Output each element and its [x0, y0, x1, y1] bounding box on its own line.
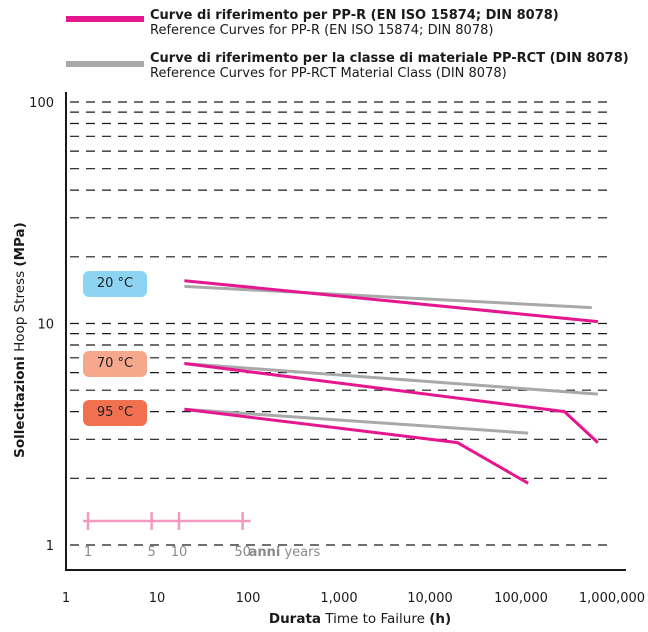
x-tick-labels: 1 10 100 1,000 10,000 100,000 1,000,000 — [62, 591, 645, 606]
temperature-badge-20: 20 °C — [83, 271, 147, 297]
gridlines — [70, 101, 612, 546]
x-tick-label: 100,000 — [494, 591, 548, 606]
x-axis-title-unit: (h) — [429, 611, 452, 627]
years-unit-label: anni years — [249, 545, 321, 560]
x-tick-label: 1 — [62, 591, 70, 606]
x-tick-label: 100 — [236, 591, 261, 606]
x-tick-label: 1,000 — [320, 591, 357, 606]
legend-swatch-pp-rct — [66, 61, 144, 67]
series-line-95-pp-rct — [184, 407, 529, 435]
series-lines — [184, 279, 599, 485]
series-line-95-pp-r — [184, 407, 529, 485]
years-unit-text: years — [280, 545, 320, 560]
years-tick-label: 5 — [147, 545, 155, 560]
y-axis-title-text: Hoop Stress — [12, 266, 28, 357]
y-tick-label: 10 — [37, 318, 54, 333]
x-tick-label: 1,000,000 — [579, 591, 645, 606]
temperature-badge-95: 95 °C — [83, 400, 147, 426]
temperature-badge-70: 70 °C — [83, 351, 147, 377]
series-line-70-pp-r — [184, 362, 599, 444]
y-axis-title-unit: (MPa) — [12, 222, 28, 267]
y-tick-label: 1 — [46, 539, 54, 554]
legend-subtitle-pp-rct: Reference Curves for PP-RCT Material Cla… — [150, 66, 507, 81]
series-line-20-pp-r — [184, 279, 599, 324]
axes — [65, 92, 626, 571]
legend-swatch-pp-r — [66, 16, 144, 22]
x-tick-label: 10 — [149, 591, 166, 606]
series-line-70-pp-rct — [184, 362, 599, 396]
y-axis-title-bold: Sollecitazioni — [12, 356, 28, 458]
x-axis-title: Durata Time to Failure (h) — [269, 611, 451, 627]
series-line-20-pp-rct — [184, 284, 592, 310]
y-tick-label: 100 — [29, 96, 54, 111]
y-axis-title: Sollecitazioni Hoop Stress (MPa) — [12, 222, 28, 458]
y-tick-labels: 1 10 100 — [29, 96, 54, 554]
years-tick-label: 10 — [171, 545, 188, 560]
years-tick-label: 1 — [84, 545, 92, 560]
x-tick-label: 10,000 — [407, 591, 453, 606]
legend-title-pp-rct: Curve di riferimento per la classe di ma… — [150, 51, 629, 66]
legend-title-pp-r: Curve di riferimento per PP-R (EN ISO 15… — [150, 8, 559, 23]
years-tick-label: 50 — [234, 545, 251, 560]
x-axis-title-bold: Durata — [268, 611, 322, 627]
legend-subtitle-pp-r: Reference Curves for PP-R (EN ISO 15874;… — [150, 23, 494, 38]
years-unit-bold: anni — [249, 545, 281, 560]
x-axis-title-text: Time to Failure — [321, 611, 430, 627]
